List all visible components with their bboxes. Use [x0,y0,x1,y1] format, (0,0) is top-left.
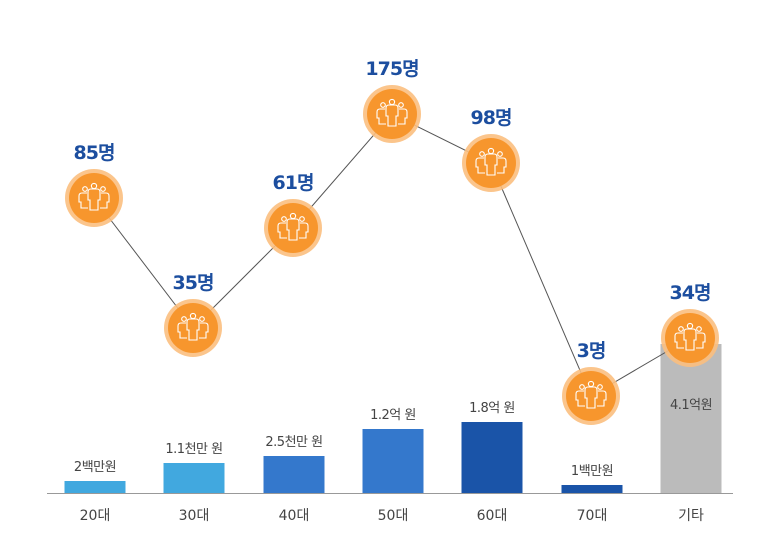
person-head [398,102,404,108]
x-tick-label: 50대 [378,508,409,524]
person-head [380,102,386,108]
person-head [299,216,305,222]
person-head [497,151,503,157]
bar-value-label: 4.1억원 [670,398,712,413]
people-body [475,153,507,176]
person-head [281,216,287,222]
person-head [90,182,98,190]
person-head [82,186,88,192]
marker-circle [69,173,119,223]
x-tick-label: 기타 [678,508,704,524]
person-head [579,384,585,390]
bar [561,485,623,493]
person-head [487,147,495,155]
people-body [177,318,209,341]
people-body [575,386,607,409]
bar [64,481,126,493]
people-count-label: 34명 [670,282,711,304]
people-body [78,188,110,211]
person-head [181,316,187,322]
people-group-icon [65,169,123,227]
person-head [587,380,595,388]
people-count-label: 98명 [471,107,512,129]
bar [660,344,722,493]
person-head [100,186,106,192]
people-group-icon [164,299,222,357]
bar-value-label: 1.1천만 원 [165,442,222,457]
people-count-label: 61명 [273,172,314,194]
person-head [686,322,694,330]
person-head [479,151,485,157]
person-head [199,316,205,322]
x-tick-label: 40대 [279,508,310,524]
x-tick-label: 70대 [577,508,608,524]
people-count-label: 175명 [365,58,418,80]
bar [263,456,325,493]
people-group-icon [462,134,520,192]
people-body [277,218,309,241]
bar-value-label: 2.5천만 원 [265,435,322,450]
x-tick-label: 30대 [179,508,210,524]
x-tick-label: 20대 [80,508,111,524]
people-group-icon [363,85,421,143]
x-tick-label: 60대 [477,508,508,524]
person-head [189,312,197,320]
marker-circle [466,138,516,188]
people-group-icon [562,367,620,425]
person-head [388,98,396,106]
marker-circle [665,313,715,363]
bar [362,429,424,493]
person-head [289,212,297,220]
people-group-icon [264,199,322,257]
people-body [674,328,706,351]
people-count-label: 3명 [577,340,606,362]
person-head [597,384,603,390]
person-head [696,326,702,332]
bar [461,422,523,493]
bar-value-label: 1.8억 원 [469,401,515,416]
bar-value-label: 1백만원 [571,464,613,479]
person-head [678,326,684,332]
bar [163,463,225,493]
marker-circle [268,203,318,253]
marker-circle [566,371,616,421]
marker-circle [367,89,417,139]
people-count-label: 35명 [173,272,214,294]
bar-value-label: 1.2억 원 [370,408,416,423]
people-body [376,104,408,127]
people-count-label: 85명 [74,142,115,164]
bar-value-label: 2백만원 [74,460,116,475]
marker-circle [168,303,218,353]
people-group-icon [661,309,719,367]
